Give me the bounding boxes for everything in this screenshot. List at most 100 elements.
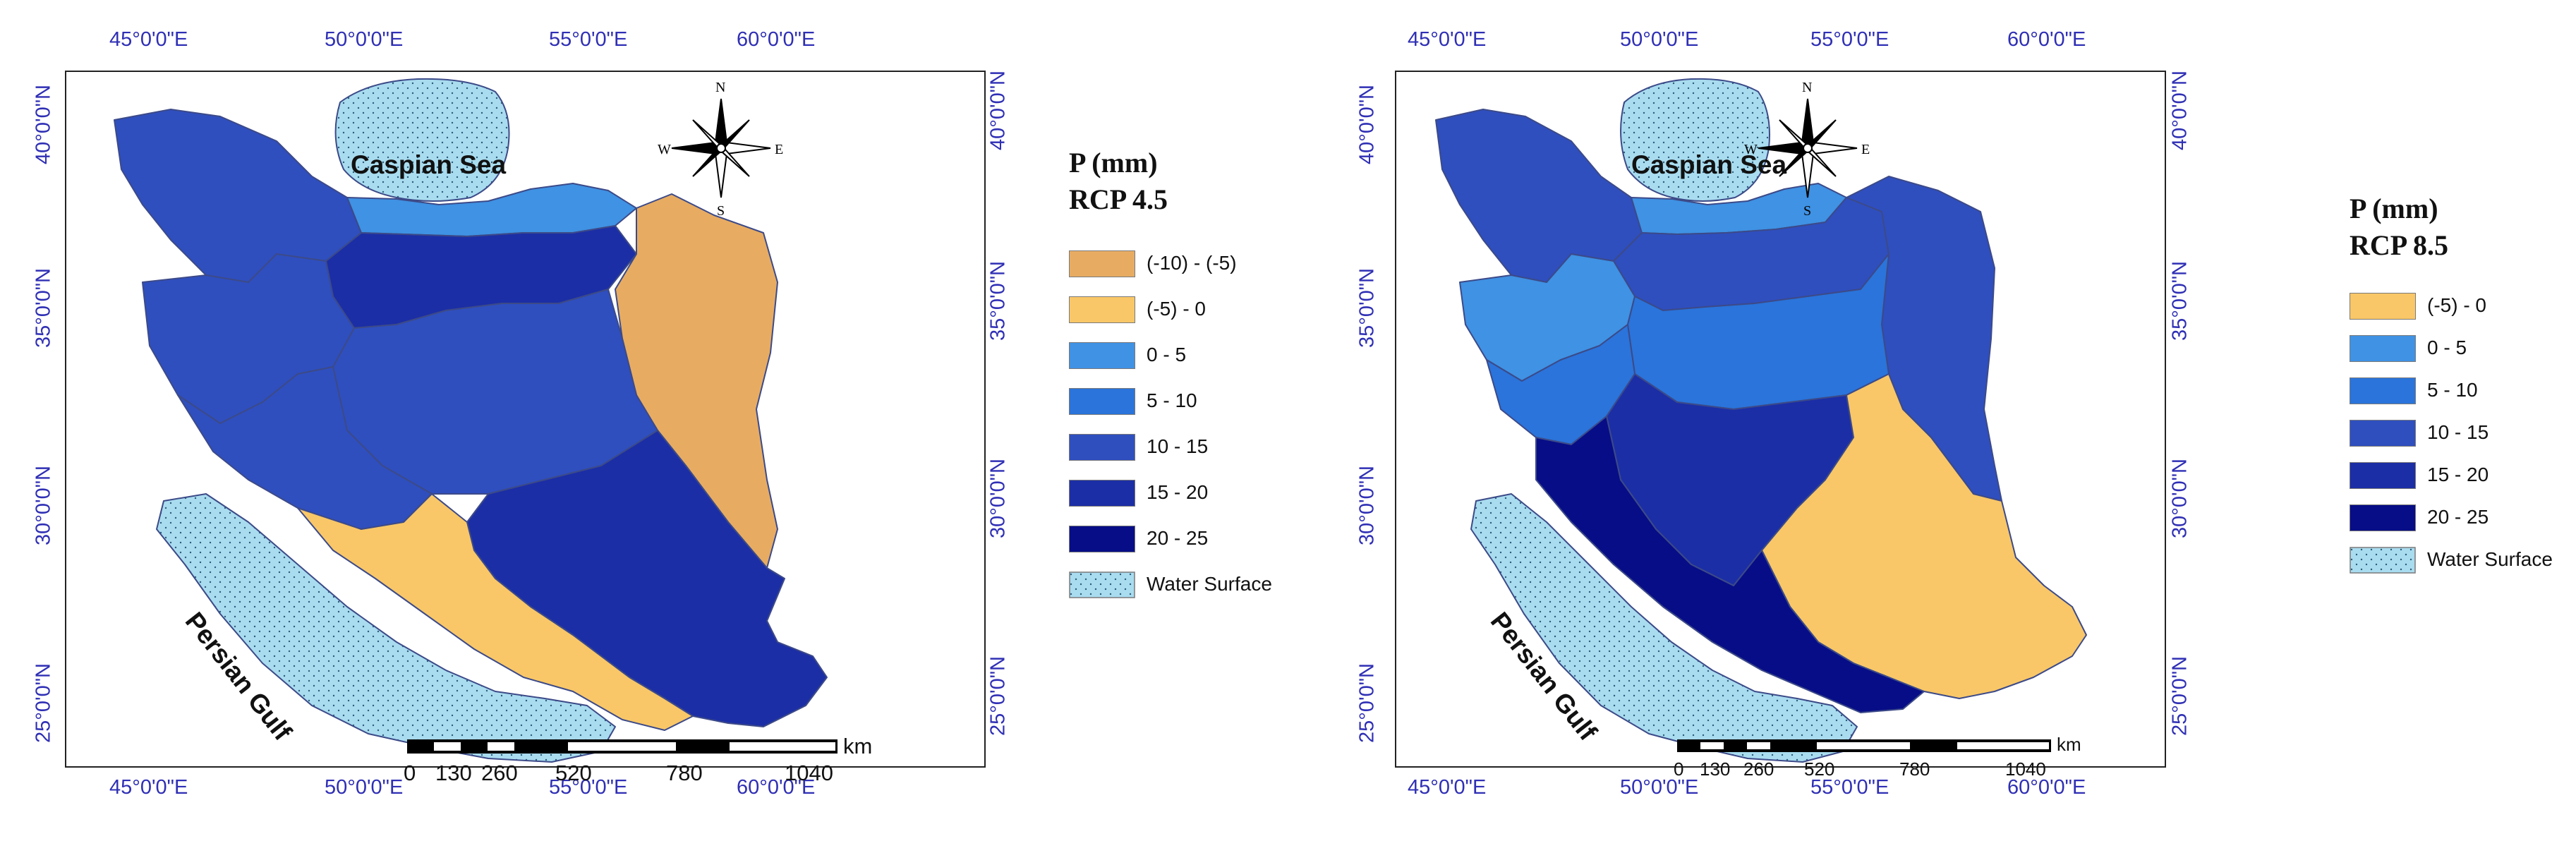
lon-tick-top: 60°0'0"E — [737, 28, 816, 51]
scale-label: 130 — [435, 761, 472, 785]
persian-gulf — [156, 493, 616, 763]
legend-title: P (mm) RCP 8.5 — [2350, 190, 2448, 264]
legend-label: 5 - 10 — [2427, 379, 2478, 401]
legend-swatch — [1069, 388, 1135, 415]
map-panel-rcp85: 45°0'0"E 50°0'0"E 55°0'0"E 60°0'0"E 45°0… — [1298, 0, 2576, 853]
legend-swatch — [2350, 335, 2416, 362]
legend-label: 15 - 20 — [1147, 481, 1209, 503]
legend-swatch — [1069, 250, 1135, 277]
lon-tick-top: 45°0'0"E — [109, 28, 188, 51]
map-frame: N S E W Caspian Sea Persian Gulf km 0 13… — [1395, 71, 2166, 780]
region-northwest — [1435, 109, 1643, 283]
scale-label: 780 — [1899, 758, 1930, 780]
lon-tick-top: 50°0'0"E — [1620, 28, 1699, 51]
map-panel-rcp45: 45°0'0"E 50°0'0"E 55°0'0"E 60°0'0"E 45°0… — [32, 28, 1272, 799]
lat-tick-left: 40°0'0"N — [32, 85, 55, 164]
scale-label: 520 — [1804, 758, 1835, 780]
south-letter: S — [717, 203, 725, 219]
map-border — [65, 71, 986, 768]
legend-swatch — [1069, 434, 1135, 461]
lat-tick-right: 25°0'0"N — [2168, 656, 2191, 736]
legend-swatch — [2350, 462, 2416, 489]
lat-tick-right: 35°0'0"N — [986, 261, 1010, 341]
scale-label: 780 — [666, 761, 703, 785]
lat-tick-left: 35°0'0"N — [32, 268, 55, 348]
lat-tick-left: 30°0'0"N — [1355, 466, 1379, 545]
legend-label: 10 - 15 — [2427, 421, 2489, 443]
scale-label: 1040 — [785, 761, 833, 785]
lon-tick-bottom: 50°0'0"E — [1620, 776, 1699, 799]
lat-tick-right: 30°0'0"N — [986, 459, 1010, 538]
lon-tick-top: 50°0'0"E — [325, 28, 404, 51]
legend-title-line1: P (mm) — [2350, 193, 2438, 224]
scale-label: 130 — [1700, 758, 1731, 780]
legend-label: 20 - 25 — [1147, 527, 1209, 549]
scale-bar — [1677, 739, 2051, 755]
scale-bar — [407, 739, 837, 755]
north-arrow — [671, 98, 771, 198]
legend-label: 20 - 25 — [2427, 506, 2489, 528]
scale-label: 260 — [481, 761, 518, 785]
legend-label: (-10) - (-5) — [1147, 252, 1237, 274]
map-frame: N S E W Caspian Sea Persian Gulf km 0 13… — [65, 71, 986, 785]
lon-tick-bottom: 45°0'0"E — [1408, 776, 1487, 799]
west-letter: W — [658, 142, 671, 157]
legend-swatch — [1069, 526, 1135, 552]
scale-label: 0 — [1674, 758, 1684, 780]
legend-label: 10 - 15 — [1147, 435, 1209, 457]
legend-title: P (mm) RCP 4.5 — [1069, 145, 1168, 218]
south-letter: S — [1803, 203, 1811, 219]
legend-swatch — [1069, 480, 1135, 507]
lat-tick-left: 25°0'0"N — [1355, 663, 1379, 743]
scale-label: 260 — [1743, 758, 1774, 780]
lon-tick-top: 60°0'0"E — [2007, 28, 2086, 51]
lon-tick-bottom: 50°0'0"E — [325, 776, 404, 799]
west-letter: W — [1744, 142, 1758, 157]
scale-unit: km — [2057, 734, 2081, 755]
lat-tick-right: 35°0'0"N — [2168, 261, 2191, 341]
legend-swatch — [1069, 571, 1135, 598]
lon-tick-bottom: 55°0'0"E — [1810, 776, 1889, 799]
region-northwest — [114, 109, 362, 283]
legend-title-line1: P (mm) — [1069, 147, 1158, 179]
lon-tick-bottom: 45°0'0"E — [109, 776, 188, 799]
legend-title-line2: RCP 4.5 — [1069, 183, 1168, 215]
persian-gulf — [1470, 493, 1858, 763]
iran-map-rcp85: N S E W — [1395, 71, 2166, 768]
north-letter: N — [1802, 80, 1812, 95]
lon-tick-top: 45°0'0"E — [1408, 28, 1487, 51]
region-south-coast — [297, 493, 694, 731]
legend-label: (-5) - 0 — [1147, 298, 1206, 320]
caspian-sea — [1620, 78, 1770, 202]
legend-title-line2: RCP 8.5 — [2350, 229, 2448, 261]
legend-label: Water Surface — [1147, 573, 1272, 595]
lat-tick-right: 30°0'0"N — [2168, 459, 2191, 538]
legend-swatch — [1069, 296, 1135, 323]
scale-label: 520 — [555, 761, 592, 785]
caspian-label: Caspian Sea — [1631, 150, 1787, 179]
lat-tick-left: 35°0'0"N — [1355, 268, 1379, 348]
lon-tick-bottom: 55°0'0"E — [549, 776, 628, 799]
region-southwest — [177, 366, 433, 530]
caspian-label: Caspian Sea — [351, 150, 507, 179]
region-south-coast — [1535, 416, 1925, 713]
lon-tick-top: 55°0'0"E — [549, 28, 628, 51]
lat-tick-left: 30°0'0"N — [32, 466, 55, 545]
east-letter: E — [1861, 142, 1870, 157]
lon-tick-top: 55°0'0"E — [1810, 28, 1889, 51]
legend-label: 15 - 20 — [2427, 464, 2489, 485]
lat-tick-left: 25°0'0"N — [32, 663, 55, 743]
lat-tick-right: 25°0'0"N — [986, 656, 1010, 736]
legend-swatch — [2350, 377, 2416, 404]
east-letter: E — [775, 142, 783, 157]
lon-tick-bottom: 60°0'0"E — [737, 776, 816, 799]
legend-label: (-5) - 0 — [2427, 294, 2486, 316]
lat-tick-left: 40°0'0"N — [1355, 85, 1379, 164]
north-arrow — [1758, 98, 1858, 198]
lat-tick-right: 40°0'0"N — [986, 71, 1010, 150]
north-letter: N — [715, 80, 725, 95]
scale-label: 1040 — [2005, 758, 2046, 780]
scale-label: 0 — [404, 761, 416, 785]
legend-swatch — [1069, 342, 1135, 369]
map-border — [1395, 71, 2166, 768]
